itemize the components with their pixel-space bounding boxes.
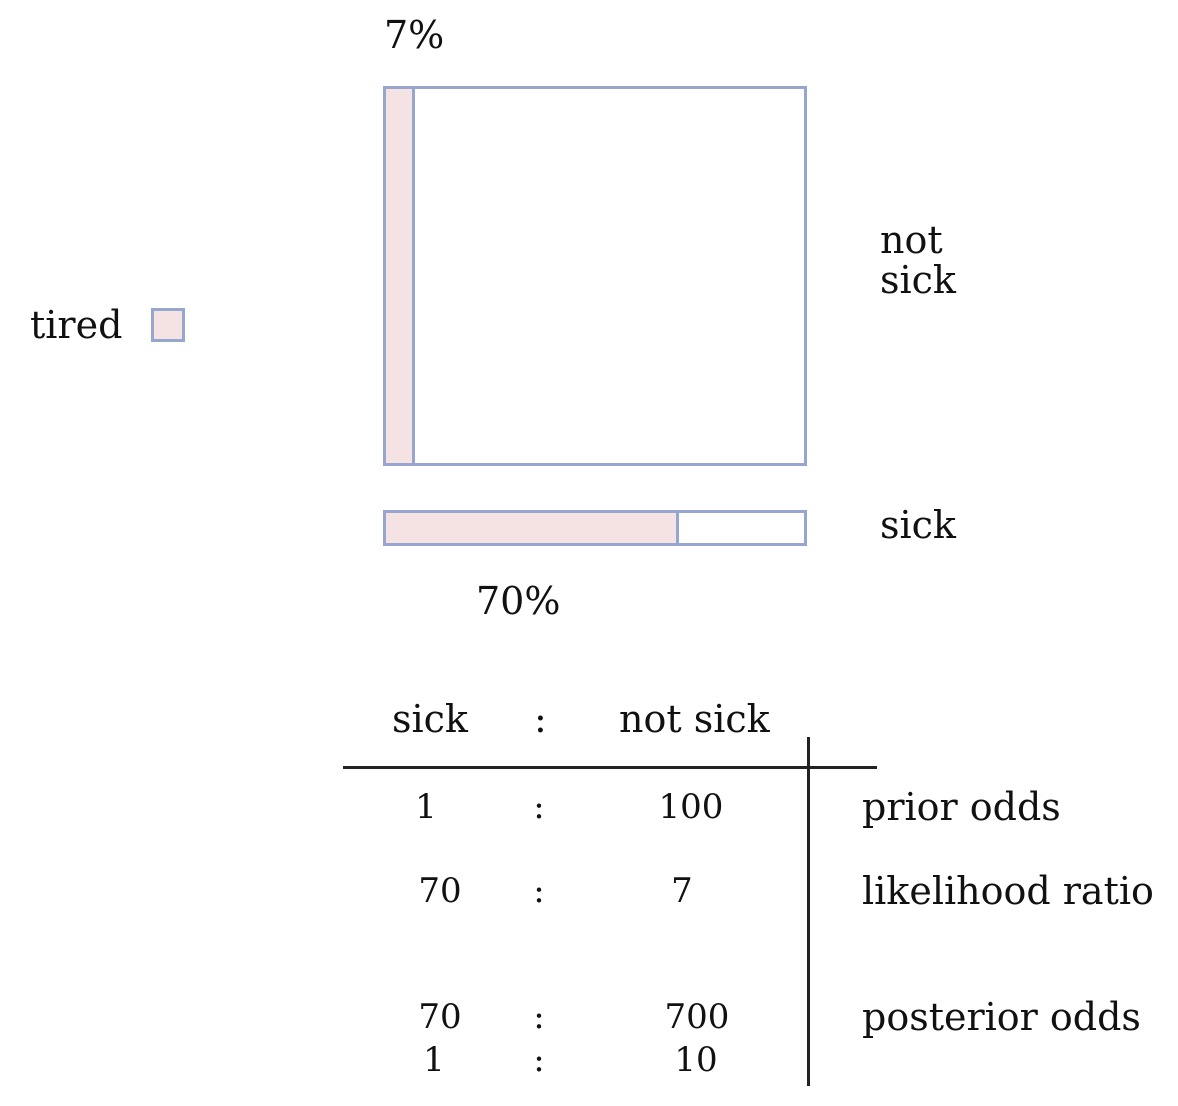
likelihood-ratio-label: likelihood ratio (862, 869, 1154, 913)
prior-odds-label: prior odds (862, 785, 1061, 829)
not-sick-label-line2: sick (880, 258, 956, 302)
sick-box (383, 510, 807, 546)
not-sick-tired-fill (386, 89, 415, 463)
posterior-odds-label: posterior odds (862, 995, 1141, 1039)
table-header-rule (343, 766, 877, 769)
posterior-odds-sick: 70 (418, 997, 462, 1037)
table-column-rule (807, 737, 810, 1086)
simplified-odds-separator: : (533, 1040, 545, 1080)
not-sick-label-line1: not (880, 218, 943, 262)
prior-odds-sick: 1 (415, 787, 437, 827)
not-sick-box (383, 86, 807, 466)
not-sick-percent-label: 7% (384, 13, 445, 57)
legend-label: tired (30, 303, 123, 347)
simplified-odds-not-sick: 10 (674, 1040, 718, 1080)
header-separator: : (534, 697, 547, 741)
posterior-odds-separator: : (533, 997, 545, 1037)
legend-swatch (151, 308, 185, 342)
prior-odds-separator: : (533, 787, 545, 827)
likelihood-ratio-sick: 70 (418, 871, 462, 911)
posterior-odds-not-sick: 700 (664, 997, 730, 1037)
sick-percent-label: 70% (476, 579, 561, 623)
sick-tired-fill (386, 513, 679, 543)
not-sick-label: not sick (880, 220, 956, 300)
sick-label: sick (880, 503, 956, 547)
simplified-odds-sick: 1 (423, 1040, 445, 1080)
header-sick: sick (392, 697, 468, 741)
header-not-sick: not sick (619, 697, 770, 741)
likelihood-ratio-separator: : (533, 871, 545, 911)
prior-odds-not-sick: 100 (658, 787, 724, 827)
likelihood-ratio-not-sick: 7 (671, 871, 693, 911)
